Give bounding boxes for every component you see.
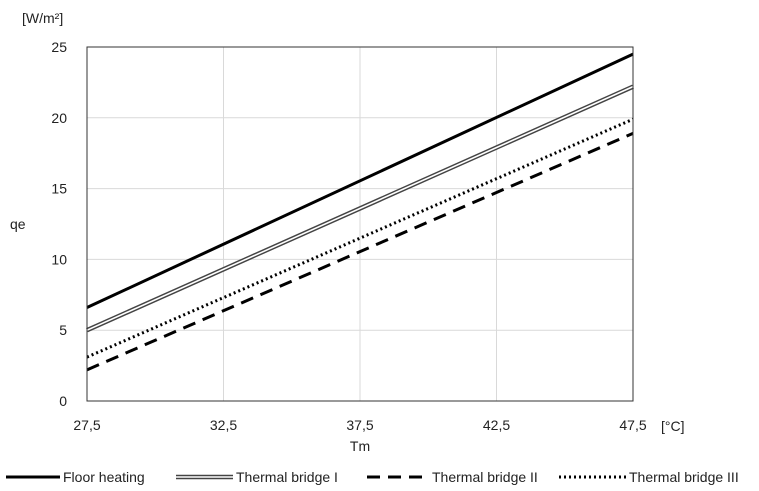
y-axis-unit: [W/m²] <box>22 10 63 26</box>
legend-item: Thermal bridge III <box>559 469 739 485</box>
y-tick-label: 5 <box>59 322 67 338</box>
series-line-thermal-bridge-i <box>86 84 634 333</box>
x-axis-label: Tm <box>350 438 370 454</box>
x-axis-unit: [°C] <box>661 418 685 434</box>
plot-frame <box>86 46 634 402</box>
x-tick-label: 42,5 <box>483 417 510 433</box>
x-tick-label: 47,5 <box>619 417 646 433</box>
y-tick-label: 15 <box>51 181 67 197</box>
x-tick-labels: 27,5 32,5 37,5 42,5 47,5 <box>73 417 646 433</box>
x-tick-label: 37,5 <box>346 417 373 433</box>
y-tick-label: 20 <box>51 110 67 126</box>
legend-label: Thermal bridge II <box>432 469 538 485</box>
y-tick-label: 10 <box>51 251 67 267</box>
legend-item: Floor heating <box>6 469 145 485</box>
series-lines <box>86 52 634 372</box>
y-tick-label: 0 <box>59 393 67 409</box>
legend-label: Thermal bridge I <box>236 469 338 485</box>
legend: Floor heating Thermal bridge I Thermal bri… <box>6 469 739 485</box>
grid <box>87 47 633 401</box>
x-tick-label: 27,5 <box>73 417 100 433</box>
legend-item: Thermal bridge I <box>176 469 338 485</box>
x-tick-label: 32,5 <box>210 417 237 433</box>
y-axis-label: qe <box>10 216 26 232</box>
legend-label: Thermal bridge III <box>629 469 739 485</box>
series-line-thermal-bridge-iii <box>86 117 634 359</box>
y-tick-labels: 0 5 10 15 20 25 <box>51 39 67 409</box>
legend-item: Thermal bridge II <box>367 469 538 485</box>
series-line-floor-heating <box>86 52 634 309</box>
series-line-thermal-bridge-ii <box>86 131 634 372</box>
y-tick-label: 25 <box>51 39 67 55</box>
legend-label: Floor heating <box>63 469 145 485</box>
